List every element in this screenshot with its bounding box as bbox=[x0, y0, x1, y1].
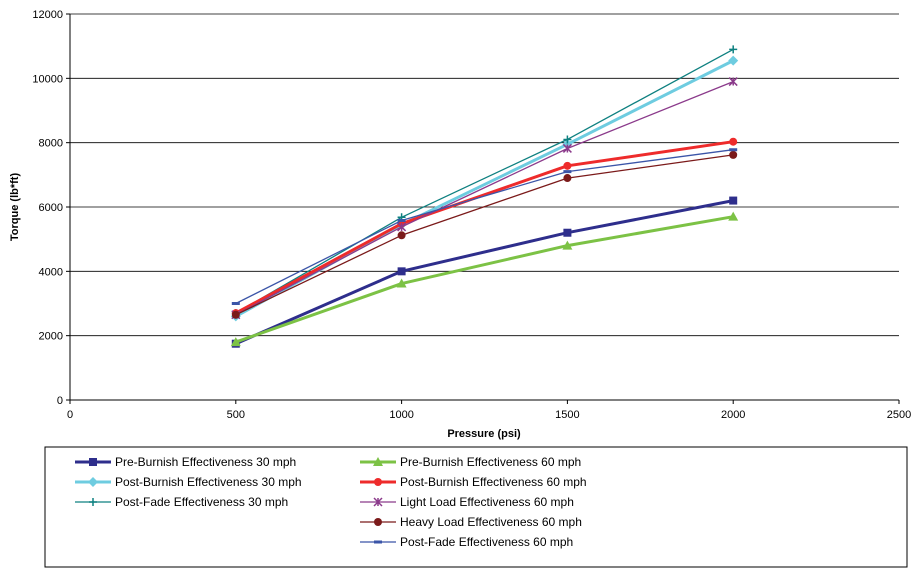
data-point bbox=[728, 55, 739, 66]
y-tick-label: 6000 bbox=[39, 202, 63, 214]
data-point bbox=[562, 240, 573, 250]
axes bbox=[66, 13, 900, 404]
data-point bbox=[397, 219, 406, 223]
y-tick-label: 10000 bbox=[32, 73, 63, 85]
x-tick-label: 2500 bbox=[887, 409, 911, 421]
y-tick-label: 0 bbox=[57, 395, 63, 407]
y-tick-label: 8000 bbox=[39, 138, 63, 150]
data-point bbox=[729, 148, 738, 152]
data-point bbox=[231, 310, 240, 319]
x-tick-label: 1500 bbox=[555, 409, 579, 421]
tick-labels: 0 2000 4000 6000 8000 10000 12000 0 500 1000 1500 2… bbox=[32, 9, 911, 421]
legend-item: Post-Burnish Effectiveness 60 mph bbox=[360, 475, 587, 489]
legend-marker bbox=[89, 458, 97, 466]
data-point bbox=[397, 222, 407, 232]
legend: Pre-Burnish Effectiveness 30 mph Post-Bur… bbox=[75, 455, 587, 549]
x-tick-label: 500 bbox=[227, 409, 245, 421]
legend-marker bbox=[373, 457, 383, 466]
legend-label: Post-Burnish Effectiveness 30 mph bbox=[115, 475, 302, 489]
legend-marker bbox=[374, 518, 382, 526]
legend-label: Pre-Burnish Effectiveness 60 mph bbox=[400, 455, 581, 469]
series-group bbox=[230, 45, 739, 348]
x-tick-label: 2000 bbox=[721, 409, 745, 421]
legend-marker bbox=[374, 478, 382, 486]
data-point bbox=[562, 143, 572, 153]
legend-label: Heavy Load Effectiveness 60 mph bbox=[400, 515, 582, 529]
y-axis-title: Torque (lb*ft) bbox=[9, 173, 21, 242]
data-point bbox=[397, 267, 406, 276]
data-point bbox=[728, 77, 738, 87]
data-point bbox=[396, 278, 407, 288]
legend-marker bbox=[374, 540, 382, 544]
data-point bbox=[729, 150, 738, 159]
series-line bbox=[235, 80, 734, 316]
series-line bbox=[235, 140, 734, 315]
legend-box bbox=[44, 446, 908, 568]
legend-label: Pre-Burnish Effectiveness 30 mph bbox=[115, 455, 296, 469]
data-point bbox=[729, 45, 738, 54]
legend-marker bbox=[89, 498, 97, 506]
legend-marker bbox=[373, 497, 383, 507]
series-line bbox=[235, 154, 734, 316]
legend-label: Post-Fade Effectiveness 30 mph bbox=[115, 495, 288, 509]
series-line bbox=[235, 48, 734, 314]
x-tick-label: 1000 bbox=[389, 409, 413, 421]
data-point bbox=[728, 211, 739, 221]
legend-item: Post-Fade Effectiveness 30 mph bbox=[75, 495, 288, 509]
legend-item: Post-Fade Effectiveness 60 mph bbox=[360, 535, 573, 549]
data-point bbox=[563, 174, 572, 183]
series-line bbox=[235, 199, 734, 346]
data-point bbox=[230, 337, 241, 347]
data-point bbox=[231, 302, 240, 305]
y-tick-label: 4000 bbox=[39, 266, 63, 278]
y-tick-label: 2000 bbox=[39, 331, 63, 343]
legend-label: Post-Fade Effectiveness 60 mph bbox=[400, 535, 573, 549]
x-tick-label: 0 bbox=[67, 409, 73, 421]
series-3 bbox=[231, 45, 738, 318]
legend-item: Post-Burnish Effectiveness 30 mph bbox=[75, 475, 302, 489]
legend-marker bbox=[88, 477, 98, 487]
legend-item: Heavy Load Effectiveness 60 mph bbox=[360, 515, 582, 529]
data-point bbox=[729, 137, 738, 146]
x-axis-title: Pressure (psi) bbox=[447, 428, 521, 440]
series-4 bbox=[230, 211, 739, 347]
data-point bbox=[563, 135, 572, 144]
legend-item: Pre-Burnish Effectiveness 30 mph bbox=[75, 455, 296, 469]
data-point bbox=[729, 196, 738, 205]
legend-label: Post-Burnish Effectiveness 60 mph bbox=[400, 475, 587, 489]
series-line bbox=[235, 215, 734, 344]
series-8 bbox=[231, 148, 738, 305]
series-line bbox=[235, 149, 734, 305]
series-7 bbox=[231, 150, 738, 319]
y-tick-label: 12000 bbox=[32, 9, 63, 21]
data-point bbox=[563, 161, 572, 170]
legend-label: Light Load Effectiveness 60 mph bbox=[400, 495, 574, 509]
data-point bbox=[563, 228, 572, 237]
data-point bbox=[563, 170, 572, 174]
legend-item: Light Load Effectiveness 60 mph bbox=[360, 495, 574, 509]
legend-item: Pre-Burnish Effectiveness 60 mph bbox=[360, 455, 581, 469]
data-point bbox=[397, 231, 406, 240]
